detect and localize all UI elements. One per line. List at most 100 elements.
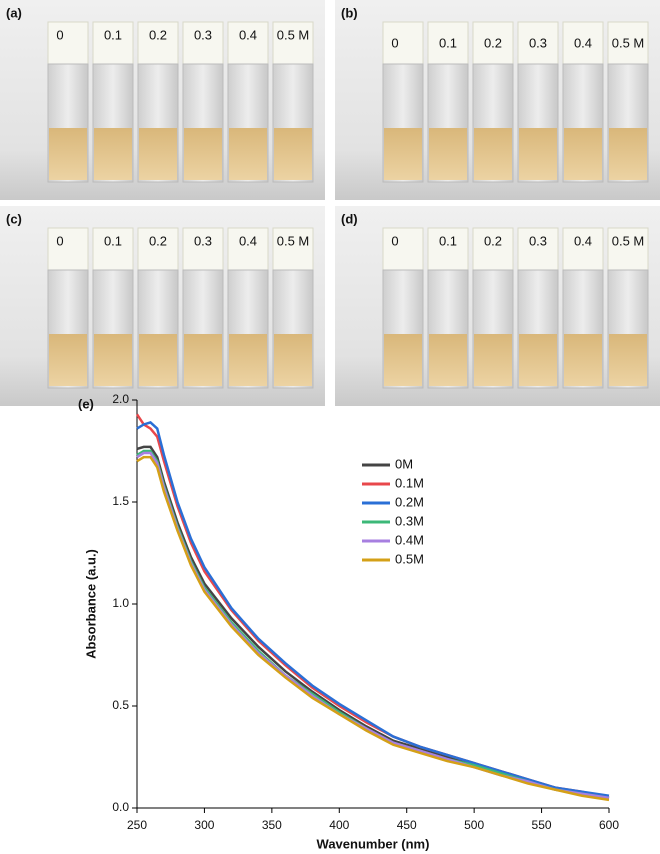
panel-label: (c) [6,211,22,226]
vial-liquid [429,334,467,386]
vial-liquid [474,128,512,180]
panel-label: (d) [341,211,358,226]
vial-liquid [184,128,222,180]
concentration-label: 0.5 M [277,27,310,42]
concentration-label: 0.3 [529,233,547,248]
concentration-label: 0.3 [194,27,212,42]
vial-liquid [139,128,177,180]
vial-liquid [429,128,467,180]
series-line [136,455,610,802]
y-tick-label: 2.0 [112,392,129,406]
vial-liquid [609,128,647,180]
concentration-label: 0.3 [194,233,212,248]
legend-label: 0.3M [395,513,424,528]
vial-cap [517,227,559,271]
concentration-label: 0.3 [529,35,547,50]
vial-liquid [184,334,222,386]
vial-liquid [609,334,647,386]
vial-cap [92,21,134,65]
y-tick-label: 0.0 [112,800,129,814]
x-tick-label: 550 [532,818,552,832]
y-axis-label: Absorbance (a.u.) [83,549,98,659]
panel-label: (a) [6,5,22,20]
vial-liquid [564,334,602,386]
vial-liquid [564,128,602,180]
vial-cap [562,21,604,65]
vial-cap [427,227,469,271]
vial-cap [427,21,469,65]
y-tick-label: 1.0 [112,596,129,610]
legend-label: 0.2M [395,494,424,509]
vial-cap [472,21,514,65]
vial-cap [382,227,424,271]
concentration-label: 0.2 [149,233,167,248]
vial-liquid [519,334,557,386]
vial-liquid [229,334,267,386]
concentration-label: 0.5 M [612,35,645,50]
vial-liquid [229,128,267,180]
panel-label: (e) [78,396,94,411]
vial-cap [227,21,269,65]
vial-cap [272,227,314,271]
vial-liquid [384,128,422,180]
concentration-label: 0 [391,35,398,50]
vial-liquid [49,128,87,180]
concentration-label: 0.1 [104,233,122,248]
series-line [136,451,610,800]
x-tick-label: 450 [397,818,417,832]
vial-cap [382,21,424,65]
concentration-label: 0 [56,233,63,248]
concentration-label: 0.2 [484,233,502,248]
legend-label: 0.1M [395,475,424,490]
concentration-label: 0.1 [439,35,457,50]
concentration-label: 0.4 [574,35,592,50]
legend-label: 0.4M [395,532,424,547]
vial-cap [227,227,269,271]
vial-cap [607,21,649,65]
vial-cap [607,227,649,271]
vial-cap [92,227,134,271]
panel-label: (b) [341,5,358,20]
vial-cap [47,21,89,65]
x-tick-label: 300 [194,818,214,832]
concentration-label: 0.5 M [612,233,645,248]
concentration-label: 0.5 M [277,233,310,248]
legend-label: 0.5M [395,551,424,566]
y-tick-label: 1.5 [112,494,129,508]
concentration-label: 0.1 [439,233,457,248]
series-line [136,421,610,797]
vial-liquid [274,334,312,386]
vial-liquid [384,334,422,386]
vial-cap [272,21,314,65]
concentration-label: 0.4 [239,233,257,248]
vial-cap [472,227,514,271]
concentration-label: 0.1 [104,27,122,42]
vial-liquid [49,334,87,386]
vial-liquid [274,128,312,180]
y-tick-label: 0.5 [112,698,129,712]
x-axis-label: Wavenumber (nm) [317,836,430,851]
concentration-label: 0.4 [574,233,592,248]
vial-cap [47,227,89,271]
legend-label: 0M [395,456,413,471]
x-tick-label: 600 [599,818,619,832]
vial-cap [182,227,224,271]
x-tick-label: 250 [127,818,147,832]
vial-liquid [474,334,512,386]
x-tick-label: 350 [262,818,282,832]
vial-cap [137,227,179,271]
series-line [136,445,610,800]
x-tick-label: 500 [464,818,484,832]
vial-cap [517,21,559,65]
concentration-label: 0 [391,233,398,248]
x-tick-label: 400 [329,818,349,832]
vial-liquid [94,334,132,386]
concentration-label: 0.2 [149,27,167,42]
vial-cap [562,227,604,271]
concentration-label: 0.4 [239,27,257,42]
concentration-label: 0 [56,27,63,42]
concentration-label: 0.2 [484,35,502,50]
vial-liquid [94,128,132,180]
vial-liquid [519,128,557,180]
